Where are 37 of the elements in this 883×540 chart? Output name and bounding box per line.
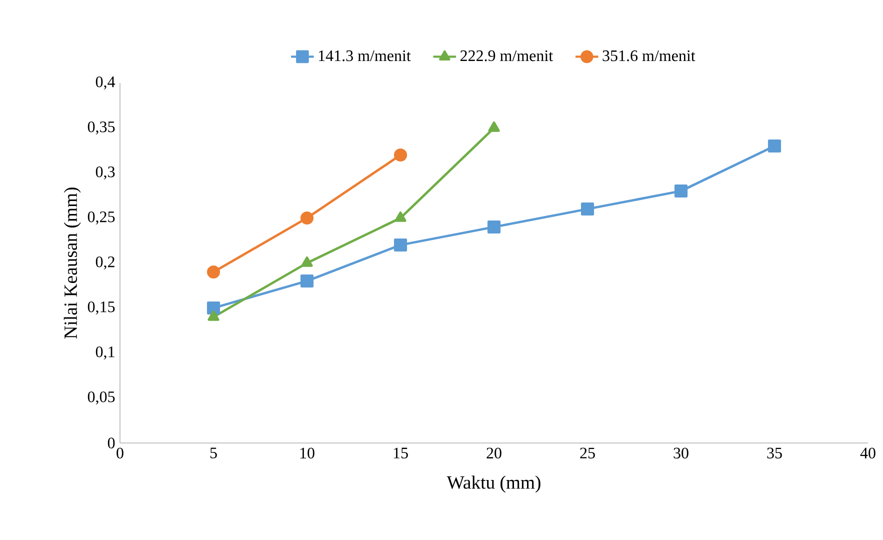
x-tick-label: 40 <box>860 448 876 458</box>
y-tick-label: 0,4 <box>96 76 116 90</box>
x-tick-label: 30 <box>674 448 688 458</box>
y-tick-label: 0,15 <box>88 301 115 315</box>
point <box>208 310 220 321</box>
y-tick-label: 0,3 <box>96 166 115 180</box>
legend-label: 222.9 m/menit <box>460 50 554 62</box>
y-tick-label: 0,1 <box>96 346 114 360</box>
point <box>394 148 408 162</box>
x-tick-label: 15 <box>394 448 408 458</box>
y-tick-label: 0,25 <box>88 211 115 225</box>
point <box>674 184 688 198</box>
y-tick-label: 0,35 <box>88 121 115 135</box>
x-tick-label: 20 <box>486 448 502 458</box>
y-tick-label: 0,05 <box>88 391 115 405</box>
point <box>488 121 500 132</box>
point <box>580 202 594 216</box>
y-tick-label: 0 <box>108 438 115 448</box>
y-axis-title: Nilai Keausan (mm) <box>64 188 81 339</box>
x-tick-label: 5 <box>210 448 217 458</box>
point <box>206 301 220 315</box>
point <box>300 274 314 288</box>
x-tick-label: 25 <box>580 448 595 458</box>
legend-label: 141.3 m/menit <box>318 50 411 62</box>
point <box>487 220 501 234</box>
x-axis-title: Waktu (mm) <box>446 476 540 493</box>
point <box>300 211 314 225</box>
y-tick-label: 0,2 <box>96 256 114 270</box>
x-tick-label: 0 <box>116 448 124 458</box>
legend-label: 351.6 m/menit <box>602 50 696 62</box>
x-tick-label: 10 <box>300 448 314 458</box>
point <box>394 211 406 222</box>
point <box>301 256 313 267</box>
point <box>768 139 782 153</box>
point <box>206 265 220 279</box>
point <box>394 238 408 252</box>
x-tick-label: 35 <box>767 448 782 458</box>
